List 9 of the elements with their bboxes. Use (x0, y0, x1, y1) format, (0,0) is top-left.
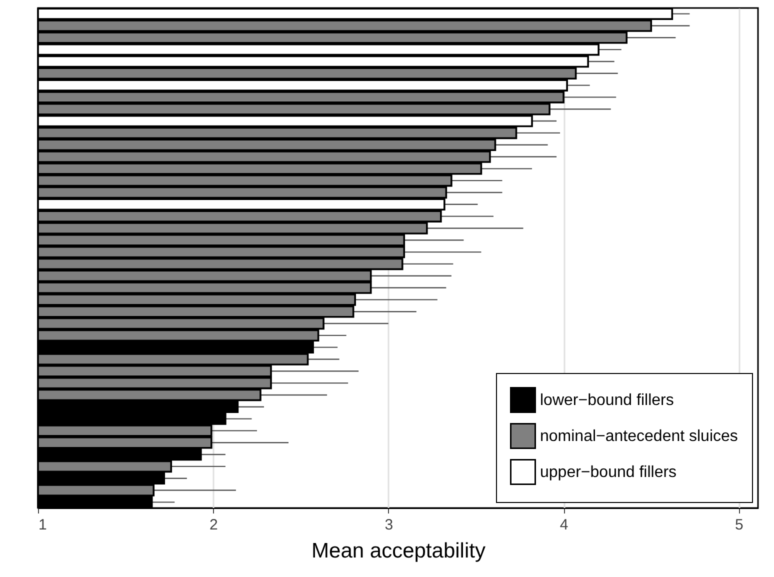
legend-label: upper−bound fillers (540, 464, 677, 481)
x-tick-label: 4 (560, 516, 568, 534)
legend-label: lower−bound fillers (540, 392, 674, 409)
x-axis-title: Mean acceptability (312, 540, 486, 562)
legend-label: nominal−antecedent sluices (540, 428, 738, 445)
x-tick-label: 5 (735, 516, 744, 534)
x-tick-label: 1 (38, 516, 47, 534)
x-tick-label: 3 (384, 516, 394, 534)
x-tick-label: 2 (210, 516, 218, 534)
